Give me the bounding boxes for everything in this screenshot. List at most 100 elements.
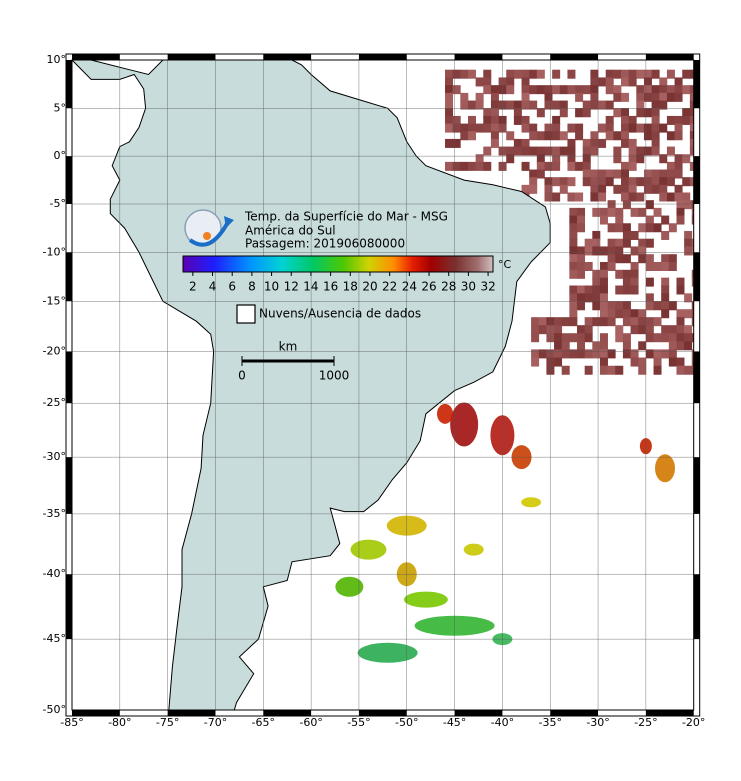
sst-cell (544, 146, 553, 156)
frame-segment (645, 710, 694, 716)
sst-cell (552, 192, 561, 202)
sst-cell (622, 341, 631, 351)
sst-cell (536, 154, 545, 164)
sst-cell (666, 131, 675, 141)
sst-cell (643, 184, 652, 194)
sst-cell (592, 341, 601, 351)
sst-cell (599, 357, 608, 367)
sst-cell (622, 333, 631, 343)
sst-cell (490, 123, 499, 133)
frame-segment (263, 54, 312, 60)
sst-cell (567, 192, 576, 202)
sst-cell (575, 123, 584, 133)
sst-cell (569, 230, 578, 240)
sst-cell (651, 146, 660, 156)
sst-cell (636, 69, 645, 79)
sst-cell (638, 365, 647, 375)
sst-cell (536, 169, 545, 179)
sst-cell (661, 293, 670, 303)
sst-cell (645, 325, 654, 335)
scale-tick-label: 1000 (319, 369, 350, 383)
frame (65, 53, 701, 717)
sst-cell (674, 131, 683, 141)
sst-cell (605, 177, 614, 187)
sst-cell (651, 123, 660, 133)
sst-cell (529, 184, 538, 194)
sst-cell (569, 238, 578, 248)
sst-cell (598, 184, 607, 194)
sst-cell (613, 184, 622, 194)
sst-cell (615, 254, 624, 264)
sst-cell (691, 200, 694, 210)
sst-cell (676, 325, 685, 335)
sst-patch (335, 576, 364, 597)
sst-cell (676, 357, 685, 367)
sst-cell (538, 317, 547, 327)
sst-cell (552, 131, 561, 141)
sst-cell (544, 192, 553, 202)
sst-cell (575, 108, 584, 118)
lat-tick-label: -20° (43, 344, 66, 357)
sst-cell (636, 154, 645, 164)
sst-cell (521, 138, 530, 148)
sst-cell (559, 131, 568, 141)
sst-cell (552, 115, 561, 125)
frame-segment (263, 710, 312, 716)
sst-cell (531, 325, 540, 335)
sst-cell (521, 146, 530, 156)
sst-patch (463, 543, 484, 556)
lat-tick-label: 0° (54, 149, 67, 162)
sst-cell (452, 115, 461, 125)
sst-cell (691, 357, 694, 367)
sst-cell (605, 123, 614, 133)
sst-cell (638, 223, 647, 233)
sst-cell (584, 325, 593, 335)
sst-cell (666, 92, 675, 102)
sst-cell (544, 85, 553, 95)
sst-cell (598, 123, 607, 133)
sst-cell (529, 69, 538, 79)
sst-cell (607, 317, 616, 327)
sst-cell (529, 131, 538, 141)
sst-cell (684, 230, 693, 240)
sst-cell (645, 215, 654, 225)
lon-tick-label: -35° (538, 716, 561, 729)
sst-cell (689, 108, 694, 118)
sst-cell (521, 161, 530, 171)
frame-segment (645, 54, 694, 60)
sst-cell (676, 341, 685, 351)
sst-cell (638, 207, 647, 217)
sst-cell (643, 108, 652, 118)
sst-cell (460, 131, 469, 141)
sst-cell (682, 192, 691, 202)
sst-cell (554, 333, 563, 343)
sst-cell (621, 131, 630, 141)
sst-cell (684, 246, 693, 256)
sst-cell (621, 184, 630, 194)
sst-cell (599, 309, 608, 319)
sst-cell (615, 269, 624, 279)
sst-cell (668, 325, 677, 335)
sst-cell (628, 115, 637, 125)
sst-cell (521, 115, 530, 125)
lon-tick-label: -70° (204, 716, 227, 729)
sst-cell (559, 100, 568, 110)
sst-cell (577, 254, 586, 264)
sst-cell (621, 115, 630, 125)
frame-segment (66, 574, 72, 640)
sst-cell (666, 69, 675, 79)
sst-cell (689, 131, 694, 141)
sst-cell (668, 357, 677, 367)
sst-cell (676, 207, 685, 217)
sst-cell (582, 177, 591, 187)
sst-cell (607, 349, 616, 359)
sst-cell (684, 333, 693, 343)
sst-cell (577, 293, 586, 303)
frame-segment (66, 156, 72, 205)
sst-cell (590, 169, 599, 179)
sst-cell (552, 154, 561, 164)
sst-cell (689, 161, 694, 171)
sst-cell (659, 92, 668, 102)
sst-cell (490, 131, 499, 141)
